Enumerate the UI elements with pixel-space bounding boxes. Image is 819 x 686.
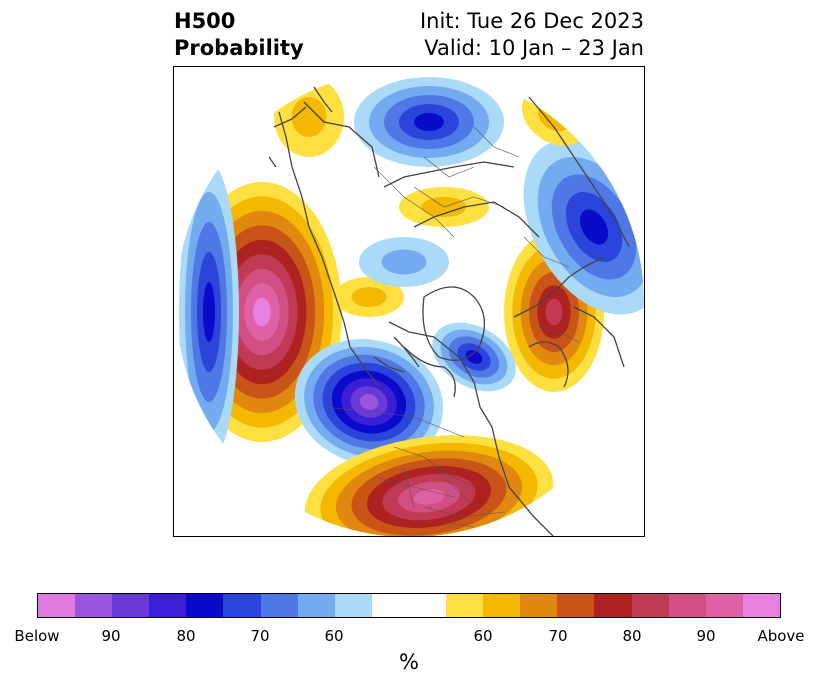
western-na-negative-anomaly (294, 339, 444, 465)
west-negative-anomaly-contour (203, 282, 215, 342)
siberia-negative-anomaly-contour (414, 113, 444, 131)
north-atlantic-negative-anomaly (432, 322, 516, 392)
probability-map (173, 66, 645, 537)
valid-period: Valid: 10 Jan – 23 Jan (424, 36, 644, 60)
colorbar-segment (483, 594, 521, 617)
canada-negative-anomaly (359, 237, 449, 287)
colorbar-segment (334, 594, 372, 617)
siberia-negative-anomaly (354, 77, 504, 167)
colorbar-segment (446, 594, 484, 617)
colorbar-segment (297, 594, 335, 617)
north-pacific-positive-anomaly (274, 77, 344, 157)
europe-positive-anomaly-contour (545, 298, 563, 326)
colorbar-segment (38, 594, 76, 617)
colorbar-segment (408, 594, 447, 617)
colorbar-segment (668, 594, 706, 617)
anomaly-fields (179, 77, 644, 536)
coastal-positive-anomaly (334, 277, 404, 317)
colorbar-segment (371, 594, 409, 617)
coastlines (268, 86, 630, 536)
title-product: Probability (174, 36, 304, 60)
colorbar-segment (223, 594, 261, 617)
colorbar-segment (186, 594, 224, 617)
north-atlantic-negative-anomaly-contour (465, 350, 483, 364)
colorbar-tick-label: 90 (101, 627, 121, 645)
colorbar-segment (742, 594, 780, 617)
colorbar-tick-label: 90 (696, 627, 716, 645)
init-date: Init: Tue 26 Dec 2023 (419, 9, 644, 33)
colorbar-segment (594, 594, 632, 617)
title-variable: H500 (174, 9, 236, 33)
colorbar-tick-label: Below (14, 627, 60, 645)
colorbar-segment (557, 594, 595, 617)
atlantic-negative-anomaly-contour (579, 209, 609, 245)
colorbar-segment (75, 594, 113, 617)
pacific-positive-anomaly-contour (253, 297, 271, 327)
colorbar-tick-label: 80 (622, 627, 642, 645)
west-negative-anomaly (179, 162, 239, 462)
map-canvas (179, 77, 644, 536)
north-pacific-positive-anomaly-contour (291, 97, 327, 137)
colorbar (37, 593, 781, 618)
canada-negative-anomaly-contour (381, 249, 427, 275)
chart-title: H500 Probability (174, 8, 304, 62)
colorbar-tick-label: 60 (324, 627, 344, 645)
colorbar-segment (260, 594, 298, 617)
colorbar-tick-label: 80 (176, 627, 196, 645)
eastern-us-positive-anomaly-contour (413, 489, 445, 505)
colorbar-tick-label: 60 (473, 627, 493, 645)
colorbar-tick-label: Above (757, 627, 805, 645)
colorbar-segment (112, 594, 150, 617)
colorbar-unit-label: % (399, 650, 419, 674)
colorbar-segment (149, 594, 187, 617)
date-info: Init: Tue 26 Dec 2023 Valid: 10 Jan – 23… (420, 8, 644, 62)
country-borders (323, 126, 580, 528)
colorbar-segment (631, 594, 669, 617)
coastal-positive-anomaly-contour (351, 287, 387, 307)
colorbar-tick-label: 70 (548, 627, 568, 645)
western-na-negative-anomaly-contour (359, 394, 379, 410)
colorbar-segment (520, 594, 558, 617)
colorbar-segment (705, 594, 743, 617)
colorbar-tick-label: 70 (250, 627, 270, 645)
atlantic-negative-anomaly (523, 139, 644, 315)
